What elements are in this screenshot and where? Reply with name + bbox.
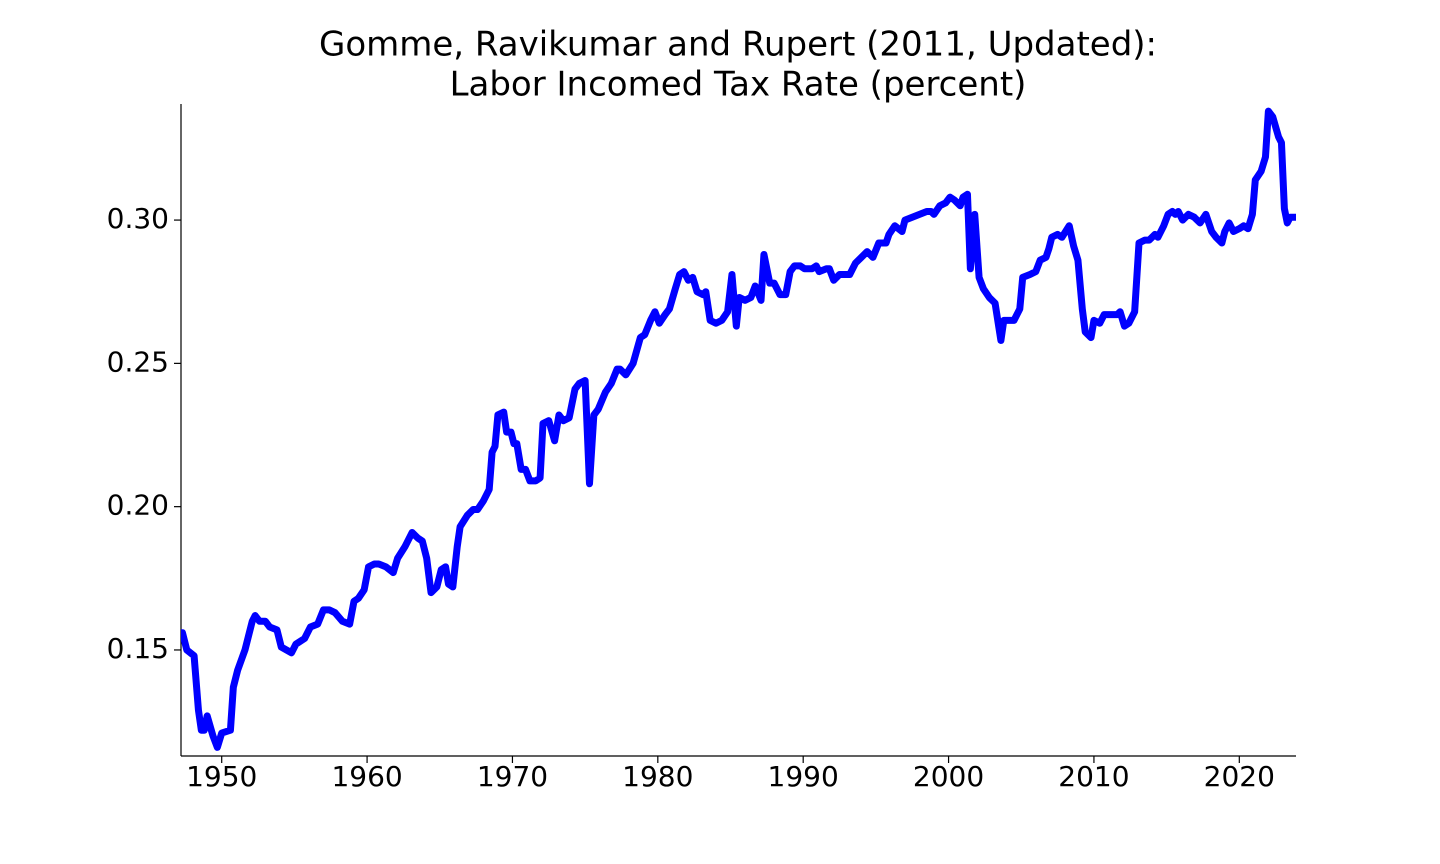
data-line xyxy=(181,107,1296,751)
x-tick-label: 1980 xyxy=(622,760,693,793)
y-tick-label: 0.25 xyxy=(107,345,169,378)
y-tick-label: 0.20 xyxy=(107,489,169,522)
y-tick-label: 0.30 xyxy=(107,202,169,235)
chart-title: Gomme, Ravikumar and Rupert (2011, Updat… xyxy=(319,25,1157,65)
chart-title: Labor Incomed Tax Rate (percent) xyxy=(450,65,1027,105)
x-tick-label: 2020 xyxy=(1204,760,1275,793)
x-tick-label: 1970 xyxy=(477,760,548,793)
y-tick-label: 0.15 xyxy=(107,632,169,665)
x-tick-label: 1990 xyxy=(768,760,839,793)
x-tick-label: 1950 xyxy=(186,760,257,793)
x-tick-label: 2000 xyxy=(913,760,984,793)
x-tick-label: 1960 xyxy=(331,760,402,793)
x-tick-label: 2010 xyxy=(1058,760,1129,793)
